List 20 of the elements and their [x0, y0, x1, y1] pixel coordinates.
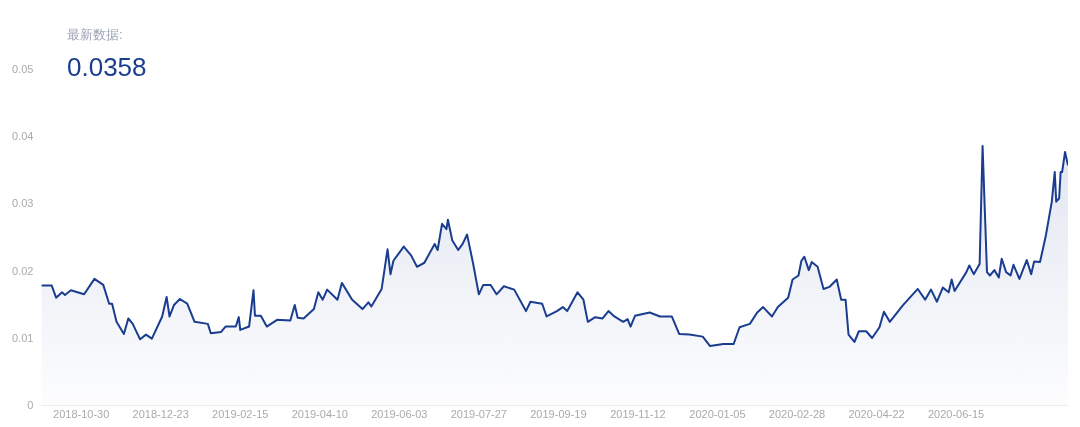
y-tick-label: 0.02: [11, 264, 34, 277]
y-tick-label: 0.03: [11, 197, 34, 210]
x-tick-label: 2019-07-27: [450, 408, 507, 421]
x-tick-label: 2019-02-15: [212, 408, 269, 421]
x-tick-label: 2020-02-28: [768, 408, 826, 421]
annotation: 0.0358: [67, 52, 147, 83]
x-tick-label: 2018-12-23: [132, 408, 189, 421]
y-tick-label: 0: [27, 398, 34, 411]
text: 最新数据:: [67, 26, 124, 44]
y-tick-label: 0.04: [11, 130, 34, 143]
y-tick-label: 0.05: [11, 63, 34, 76]
x-tick-label: 2020-01-05: [689, 408, 746, 421]
x-tick-label: 2019-09-19: [530, 408, 587, 421]
x-tick-label: 2020-04-22: [848, 408, 905, 421]
x-tick-label: 2020-06-15: [927, 408, 985, 421]
y-tick-label: 0.01: [11, 331, 34, 344]
x-tick-label: 2018-10-30: [53, 408, 110, 421]
x-tick-label: 2019-11-12: [610, 408, 666, 421]
x-tick-label: 2019-06-03: [371, 408, 428, 421]
x-tick-label: 2019-04-10: [291, 408, 348, 421]
